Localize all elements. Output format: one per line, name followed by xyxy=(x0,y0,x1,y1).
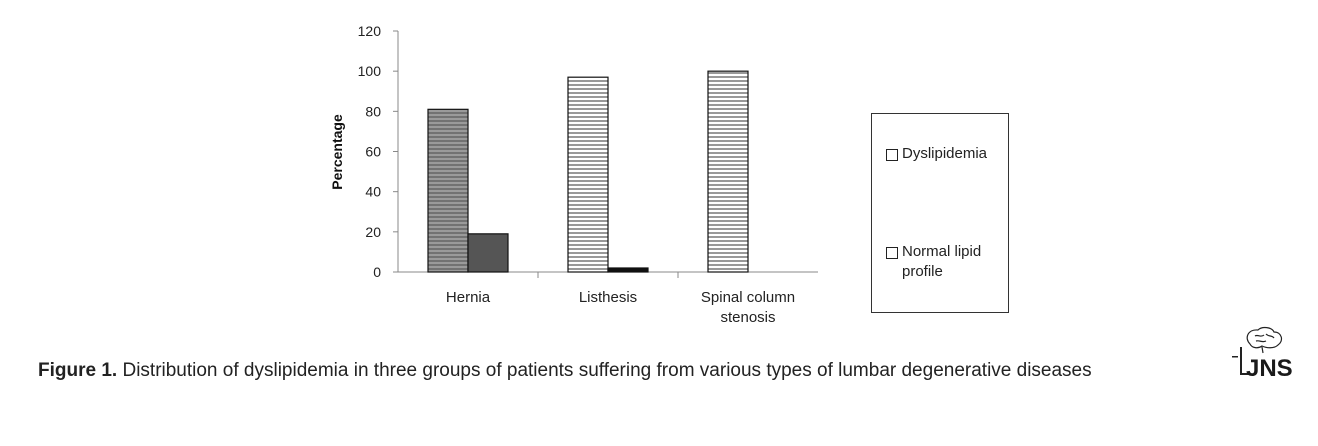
bar-normal-lipid-profile-listhesis xyxy=(607,267,649,273)
bar-chart: 0 20 40 60 80 100 120 Hernia Listhesis Spinal co… xyxy=(329,23,818,326)
y-tick-label: 60 xyxy=(365,144,381,160)
legend-swatch-normal-lipid xyxy=(886,247,898,259)
chart-bars xyxy=(427,70,749,273)
journal-logo-icon: JNS xyxy=(1232,326,1293,382)
x-category-label: Hernia xyxy=(446,289,491,306)
y-tick-label: 120 xyxy=(358,23,382,39)
x-category-label: Listhesis xyxy=(579,289,637,306)
y-tick-label: 0 xyxy=(373,264,381,280)
bar-dyslipidemia-hernia xyxy=(427,108,469,273)
y-tick-label: 100 xyxy=(358,63,382,79)
figure-caption-text: Distribution of dyslipidemia in three gr… xyxy=(117,360,1092,381)
figure-caption: Figure 1. Distribution of dyslipidemia i… xyxy=(38,360,1092,382)
legend-swatch-dyslipidemia xyxy=(886,149,898,161)
y-tick-label: 40 xyxy=(365,184,381,200)
bar-dyslipidemia-listhesis xyxy=(567,76,609,273)
chart-legend: Dyslipidemia Normal lipid profile xyxy=(871,113,1009,313)
figure-caption-label: Figure 1. xyxy=(38,360,118,381)
bar-normal-lipid-profile-hernia xyxy=(467,233,509,273)
legend-label-normal-lipid: Normal lipid profile xyxy=(902,243,982,280)
x-category-label: Spinal column xyxy=(701,289,795,306)
logo-lettering: JNS xyxy=(1246,355,1293,382)
y-axis-ticks: 0 20 40 60 80 100 120 xyxy=(358,23,398,280)
x-category-label: stenosis xyxy=(720,309,775,326)
y-tick-label: 80 xyxy=(365,103,381,119)
legend-label-dyslipidemia: Dyslipidemia xyxy=(902,145,988,162)
bar-dyslipidemia-spinal-column-stenosis xyxy=(707,70,749,273)
legend-item-normal-lipid-profile: Normal lipid profile xyxy=(886,242,1002,282)
y-axis-label: Percentage xyxy=(329,114,345,190)
x-axis-categories: Hernia Listhesis Spinal column stenosis xyxy=(446,289,795,326)
legend-item-dyslipidemia: Dyslipidemia xyxy=(886,144,1002,164)
y-tick-label: 20 xyxy=(365,224,381,240)
